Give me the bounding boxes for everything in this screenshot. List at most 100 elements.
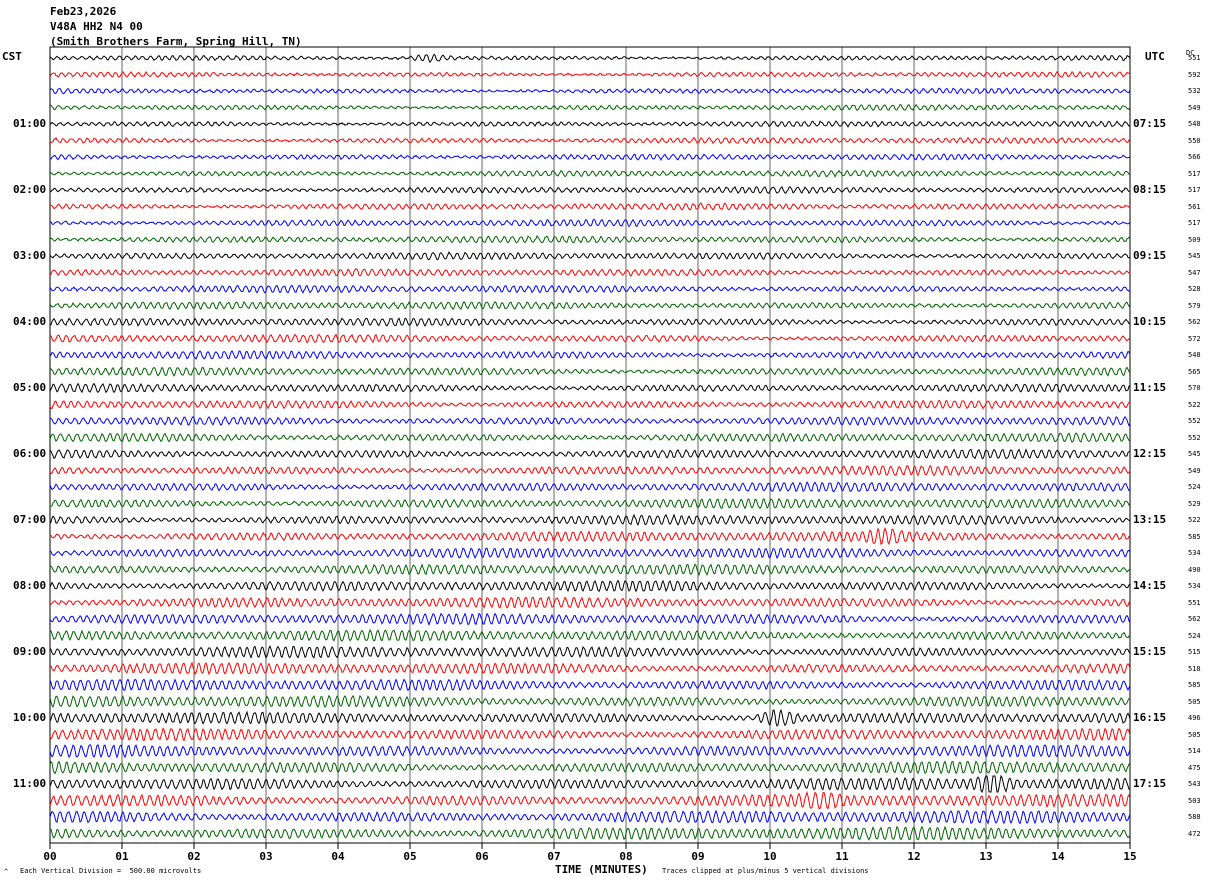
- x-tick-label: 01: [115, 850, 129, 863]
- dc-offset-label: 532: [1188, 87, 1201, 95]
- left-hour-label: 04:00: [13, 315, 47, 328]
- x-tick-label: 03: [259, 850, 272, 863]
- dc-offset-label: 524: [1188, 631, 1201, 640]
- trace-line: [49, 497, 1131, 510]
- dc-offset-label: 562: [1188, 318, 1201, 326]
- trace-line: [49, 694, 1131, 709]
- footer-marker: ^: [4, 868, 9, 876]
- trace-line: [49, 464, 1131, 477]
- trace-line: [49, 349, 1131, 360]
- x-axis-title: TIME (MINUTES): [555, 863, 648, 876]
- x-tick-label: 12: [907, 850, 920, 863]
- dc-offset-label: 528: [1188, 285, 1201, 293]
- left-hour-label: 06:00: [13, 447, 47, 460]
- trace-line: [49, 300, 1131, 311]
- x-tick-label: 05: [403, 850, 416, 863]
- dc-offset-label: 517: [1188, 186, 1201, 194]
- left-hour-label: 02:00: [13, 183, 47, 196]
- x-tick-label: 07: [547, 850, 560, 863]
- trace-line: [49, 103, 1131, 112]
- right-hour-label: 11:15: [1133, 381, 1167, 394]
- dc-offset-label: 534: [1188, 549, 1201, 557]
- trace-line: [49, 825, 1131, 842]
- dc-offset-label: 522: [1188, 400, 1201, 409]
- right-hour-label: 15:15: [1133, 645, 1167, 658]
- trace-line: [49, 579, 1131, 593]
- dc-offset-label: 566: [1188, 153, 1201, 161]
- dc-offset-label: 490: [1188, 565, 1201, 574]
- trace-line: [49, 448, 1131, 460]
- left-hour-label: 09:00: [13, 645, 47, 658]
- header-station: V48A HH2 N4 00: [50, 20, 143, 33]
- trace-line: [49, 235, 1131, 244]
- left-hour-label: 05:00: [13, 381, 47, 394]
- trace-line: [49, 432, 1131, 443]
- trace-line: [49, 317, 1131, 327]
- dc-offset-label: 524: [1188, 483, 1201, 491]
- x-tick-label: 09: [691, 850, 704, 863]
- dc-offset-label: 562: [1188, 615, 1201, 623]
- trace-line: [49, 547, 1131, 560]
- trace-line: [49, 760, 1131, 775]
- dc-offset-label: 509: [1188, 235, 1201, 244]
- right-timezone-label: UTC: [1145, 50, 1165, 63]
- dc-offset-label: 570: [1188, 384, 1201, 392]
- trace-line: [49, 774, 1131, 794]
- dc-offset-label: 572: [1188, 334, 1201, 343]
- trace-line: [49, 268, 1131, 278]
- trace-line: [49, 612, 1131, 627]
- left-hour-label: 01:00: [13, 117, 47, 130]
- dc-offset-label: 552: [1188, 433, 1201, 442]
- dc-offset-label: 505: [1188, 730, 1201, 739]
- trace-line: [49, 382, 1131, 394]
- dc-offset-label: 551: [1188, 54, 1201, 62]
- trace-line: [49, 153, 1131, 161]
- dc-offset-label: 585: [1188, 532, 1201, 541]
- trace-line: [49, 527, 1131, 546]
- trace-line: [49, 513, 1131, 526]
- x-tick-label: 10: [763, 850, 776, 863]
- dc-offset-label: 550: [1188, 136, 1201, 145]
- trace-line: [49, 416, 1131, 427]
- dc-offset-label: 551: [1188, 598, 1201, 607]
- trace-line: [49, 70, 1131, 79]
- trace-line: [49, 678, 1131, 692]
- dc-offset-label: 585: [1188, 681, 1201, 689]
- trace-line: [49, 743, 1131, 759]
- x-tick-label: 08: [619, 850, 632, 863]
- dc-offset-label: 547: [1188, 268, 1201, 277]
- trace-line: [49, 366, 1131, 377]
- footer-clipping-note: Traces clipped at plus/minus 5 vertical …: [662, 867, 869, 875]
- trace-line: [49, 120, 1131, 128]
- right-hour-label: 13:15: [1133, 513, 1167, 526]
- trace-line: [49, 333, 1131, 344]
- left-hour-label: 08:00: [13, 579, 47, 592]
- trace-line: [49, 727, 1131, 742]
- trace-line: [49, 218, 1131, 228]
- left-hour-label: 11:00: [13, 777, 47, 790]
- trace-line: [49, 53, 1131, 64]
- left-hour-label: 03:00: [13, 249, 47, 262]
- trace-line: [49, 596, 1131, 609]
- trace-line: [49, 136, 1131, 145]
- plot-frame: [49, 46, 1131, 844]
- left-hour-label: 10:00: [13, 711, 47, 724]
- dc-offset-label: 529: [1188, 499, 1201, 508]
- dc-offset-label: 518: [1188, 664, 1201, 673]
- trace-line: [49, 169, 1131, 178]
- trace-line: [49, 790, 1131, 810]
- footer-vertical-division: Each Vertical Division = 500.00 microvol…: [20, 867, 202, 875]
- dc-header: DC: [1186, 49, 1195, 57]
- trace-line: [49, 661, 1131, 676]
- trace-line: [49, 563, 1131, 577]
- dc-offset-label: 561: [1188, 202, 1201, 211]
- x-tick-label: 14: [1051, 850, 1065, 863]
- right-hour-label: 17:15: [1133, 777, 1167, 790]
- trace-line: [49, 644, 1131, 660]
- x-tick-label: 15: [1123, 850, 1136, 863]
- dc-offset-label: 472: [1188, 829, 1201, 838]
- x-tick-label: 11: [835, 850, 849, 863]
- header-date: Feb23,2026: [50, 5, 117, 18]
- trace-line: [49, 809, 1131, 825]
